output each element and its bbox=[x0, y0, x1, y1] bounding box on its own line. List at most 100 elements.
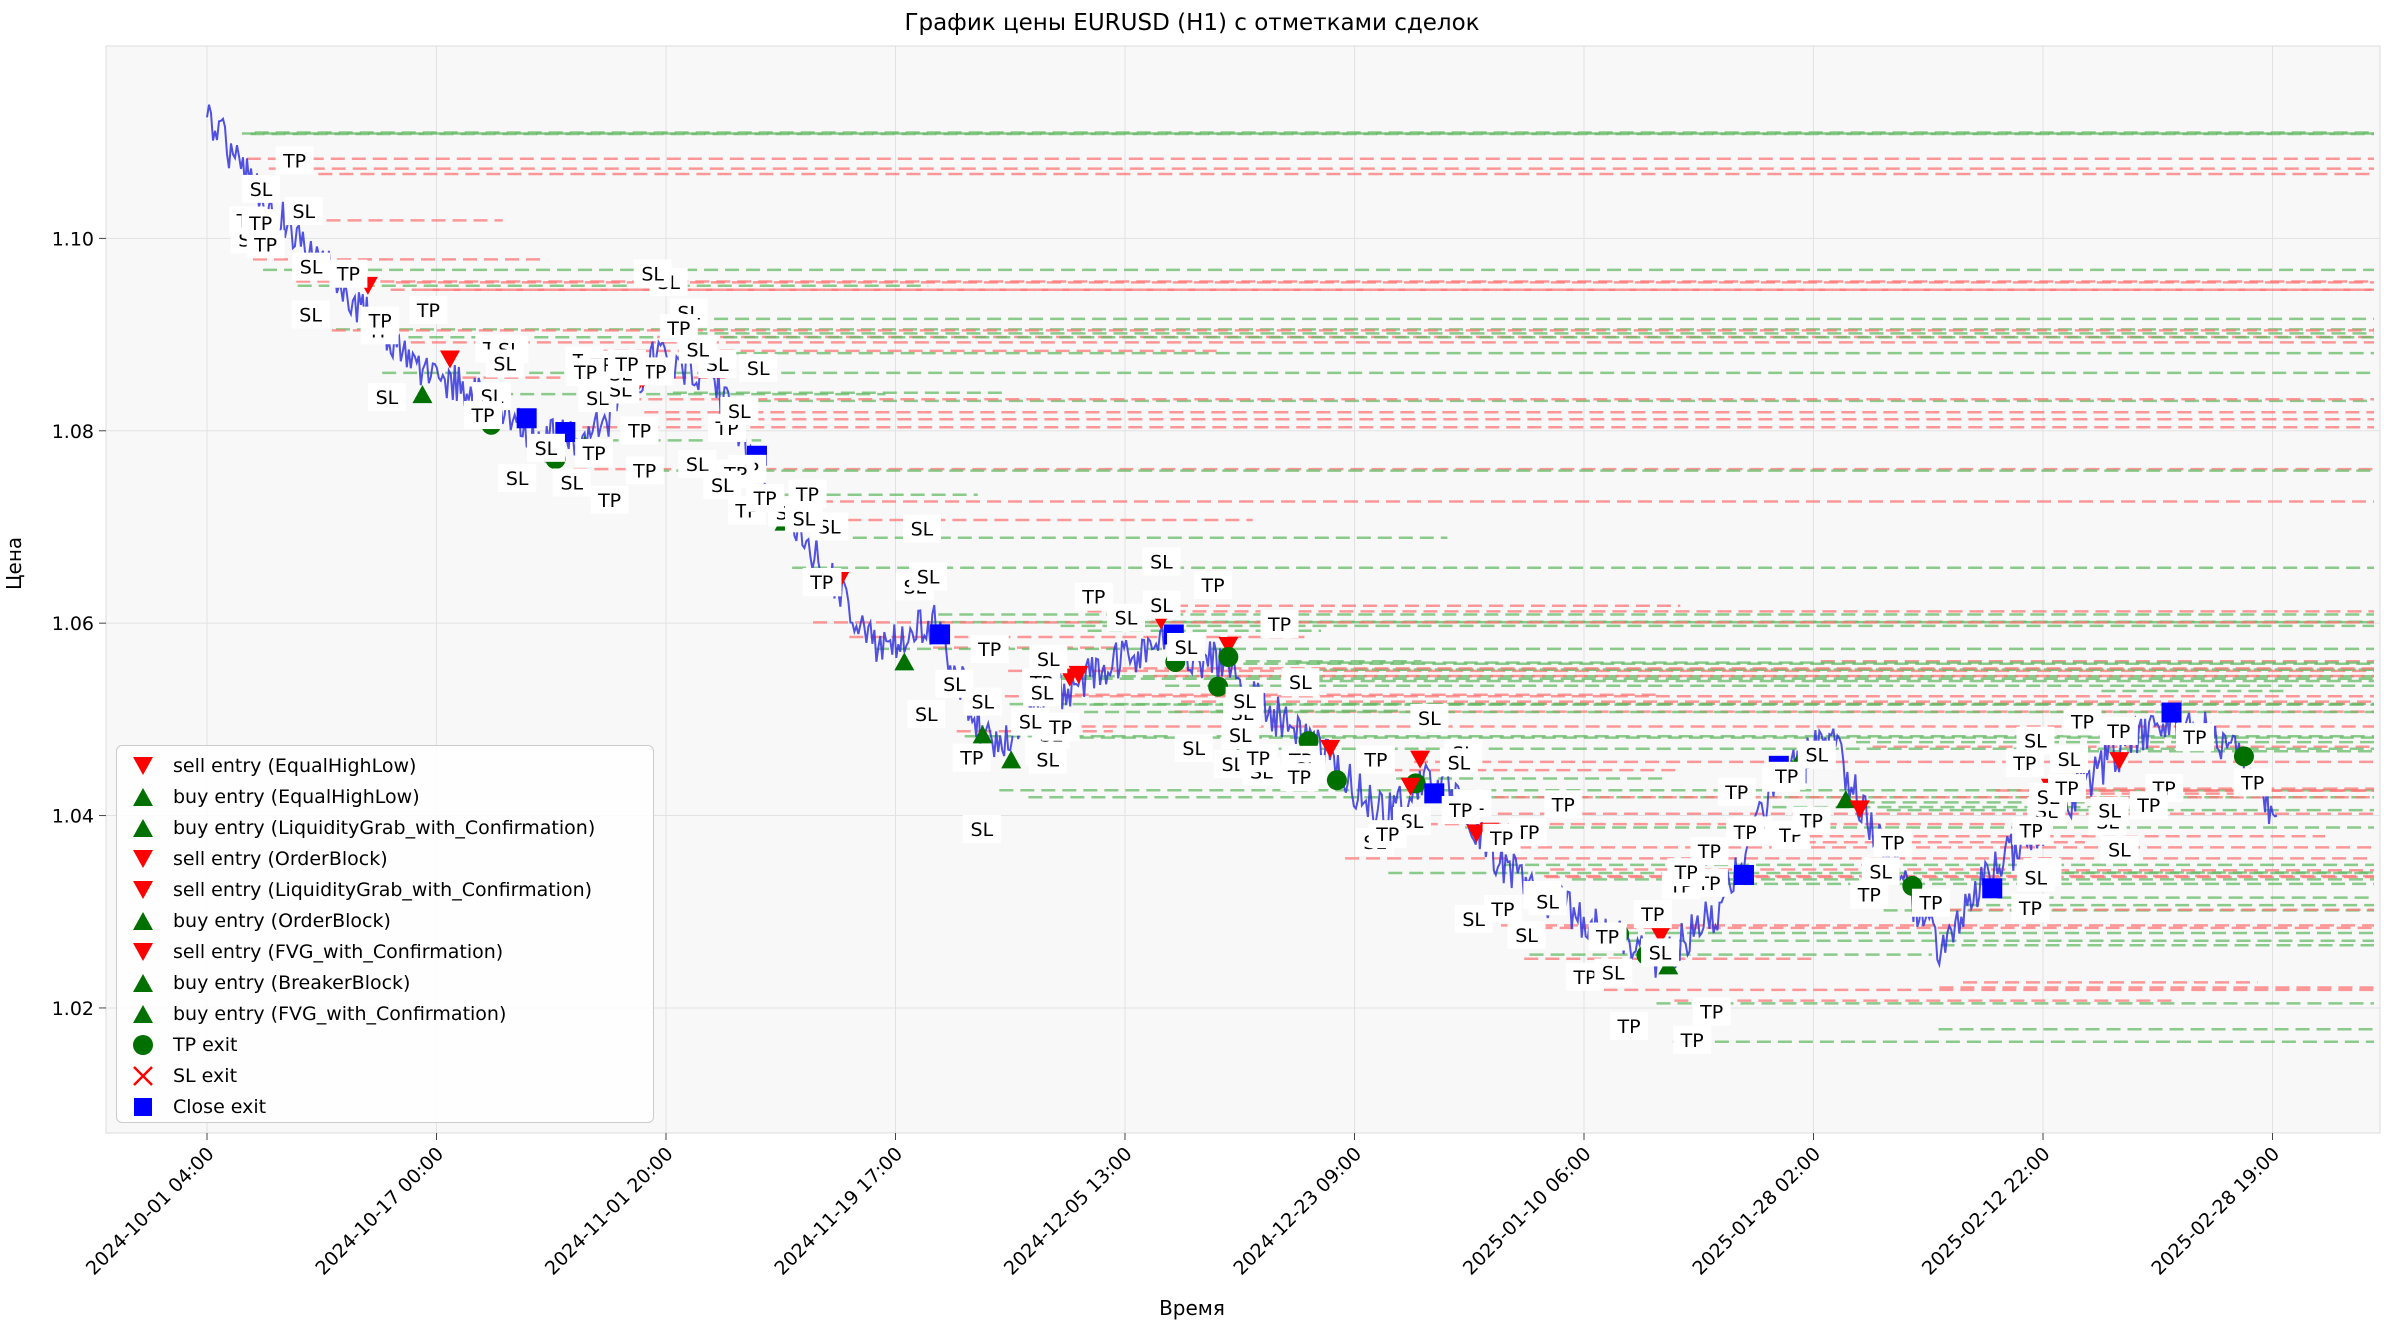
sl-annotation: SL bbox=[1229, 725, 1252, 747]
sl-exit-cross-icon bbox=[127, 1064, 159, 1088]
annotation-bg bbox=[2063, 707, 2102, 736]
annotation-bg bbox=[1667, 858, 1706, 887]
annotation-bg bbox=[1544, 790, 1583, 819]
annotation-bg bbox=[1588, 922, 1627, 951]
annotation-bg bbox=[1142, 547, 1181, 576]
sl-annotation: SL bbox=[1515, 925, 1538, 947]
sl-annotation: SL bbox=[1418, 708, 1441, 730]
tp-annotation: TP bbox=[1733, 822, 1757, 844]
sell-entry-marker bbox=[1650, 926, 1671, 945]
buy-entry-marker bbox=[972, 725, 993, 744]
sell-entry-marker bbox=[439, 350, 460, 369]
tp-annotation: TP bbox=[1572, 967, 1596, 989]
annotation-bg bbox=[292, 252, 331, 281]
tp-annotation: TP bbox=[253, 234, 277, 256]
annotation-bg bbox=[2048, 774, 2087, 803]
legend-label: buy entry (OrderBlock) bbox=[173, 909, 391, 932]
tp-annotation: TP bbox=[597, 490, 621, 512]
y-tick-label: 1.10 bbox=[52, 228, 94, 250]
sl-annotation: SL bbox=[1536, 891, 1559, 913]
annotation-bg bbox=[2175, 723, 2214, 752]
annotation-bg bbox=[1850, 880, 1889, 909]
sl-annotation: SL bbox=[2058, 749, 2081, 771]
sl-annotation: SL bbox=[1037, 649, 1060, 671]
annotation-bg bbox=[367, 383, 406, 412]
x-tick-label: 2024-11-01 20:00 bbox=[541, 1143, 678, 1280]
tp-annotation: TP bbox=[2018, 898, 2042, 920]
legend-label: SL exit bbox=[173, 1064, 238, 1087]
annotation-bg bbox=[2016, 863, 2055, 892]
tp-annotation: TP bbox=[1490, 899, 1514, 921]
tp-annotation: TP bbox=[1699, 1002, 1723, 1024]
annotation-bg bbox=[1633, 900, 1672, 929]
x-axis-label: Время bbox=[1159, 1296, 1225, 1320]
annotation-bg bbox=[526, 433, 565, 462]
buy-triangle-icon bbox=[127, 1002, 159, 1026]
close-exit-square-icon bbox=[127, 1095, 159, 1119]
annotation-bg bbox=[590, 485, 629, 514]
annotation-bg bbox=[463, 401, 502, 430]
annotation-bg bbox=[1011, 707, 1050, 736]
annotation-bg bbox=[2100, 835, 2139, 864]
tp-annotation: TP bbox=[336, 264, 360, 286]
x-tick-label: 2024-10-01 04:00 bbox=[82, 1143, 219, 1280]
close-exit-marker bbox=[516, 408, 537, 429]
tp-annotation: TP bbox=[1674, 862, 1698, 884]
annotation-bg bbox=[485, 349, 524, 378]
tp-annotation: TP bbox=[977, 639, 1001, 661]
annotation-bg bbox=[1797, 740, 1836, 769]
tp-annotation: TP bbox=[1880, 833, 1904, 855]
sl-annotation: SL bbox=[793, 508, 816, 530]
sell-entry-marker bbox=[1320, 739, 1341, 758]
legend: sell entry (EqualHighLow) buy entry (Equ… bbox=[116, 745, 654, 1123]
sl-annotation: SL bbox=[641, 263, 664, 285]
tp-annotation: TP bbox=[582, 443, 606, 465]
tp-exit-marker bbox=[2233, 746, 2254, 767]
tp-annotation: TP bbox=[470, 405, 494, 427]
close-exit-marker bbox=[2161, 702, 2182, 723]
annotation-bg bbox=[1174, 734, 1213, 763]
tp-annotation: TP bbox=[1246, 748, 1270, 770]
x-tick-label: 2025-01-28 02:00 bbox=[1688, 1143, 1825, 1280]
tp-annotation: TP bbox=[666, 318, 690, 340]
sl-annotation: SL bbox=[1289, 672, 1312, 694]
annotation-bg bbox=[620, 416, 659, 445]
sl-annotation: SL bbox=[2108, 839, 2131, 861]
buy-entry-marker bbox=[412, 385, 433, 404]
annotation-bg bbox=[739, 354, 778, 383]
tp-annotation: TP bbox=[795, 484, 819, 506]
sl-annotation: SL bbox=[1115, 608, 1138, 630]
legend-item-sell-liquiditygrab: sell entry (LiquidityGrab_with_Confirmat… bbox=[127, 874, 643, 905]
tp-annotation: TP bbox=[1363, 749, 1387, 771]
sl-annotation: SL bbox=[250, 179, 273, 201]
annotation-bg bbox=[409, 295, 448, 324]
annotation-bg bbox=[1441, 796, 1480, 825]
tp-annotation: TP bbox=[1595, 927, 1619, 949]
sell-entry-marker bbox=[1068, 665, 1089, 684]
annotation-bg bbox=[1482, 823, 1521, 852]
sl-annotation: SL bbox=[818, 516, 841, 538]
sl-annotation: SL bbox=[1602, 963, 1625, 985]
annotation-bg bbox=[1792, 806, 1831, 835]
sl-annotation: SL bbox=[943, 674, 966, 696]
annotation-bg bbox=[1692, 997, 1731, 1026]
y-tick-label: 1.06 bbox=[52, 613, 94, 635]
tp-annotation: TP bbox=[753, 488, 777, 510]
annotation-bg bbox=[1528, 887, 1567, 916]
annotation-bg bbox=[907, 699, 946, 728]
sl-annotation: SL bbox=[728, 401, 751, 423]
close-exit-marker bbox=[1424, 783, 1445, 804]
annotation-bg bbox=[242, 174, 281, 203]
legend-label: sell entry (LiquidityGrab_with_Confirmat… bbox=[173, 878, 593, 901]
tp-annotation: TP bbox=[573, 362, 597, 384]
annotation-bg bbox=[1410, 703, 1449, 732]
sl-annotation: SL bbox=[560, 472, 583, 494]
legend-label: buy entry (LiquidityGrab_with_Confirmati… bbox=[173, 816, 596, 839]
tp-annotation: TP bbox=[1448, 800, 1472, 822]
tp-annotation: TP bbox=[282, 150, 306, 172]
legend-label: sell entry (OrderBlock) bbox=[173, 847, 388, 870]
tp-annotation: TP bbox=[2182, 727, 2206, 749]
sl-annotation: SL bbox=[1869, 861, 1892, 883]
sl-annotation: SL bbox=[747, 358, 770, 380]
annotation-bg bbox=[1594, 958, 1633, 987]
